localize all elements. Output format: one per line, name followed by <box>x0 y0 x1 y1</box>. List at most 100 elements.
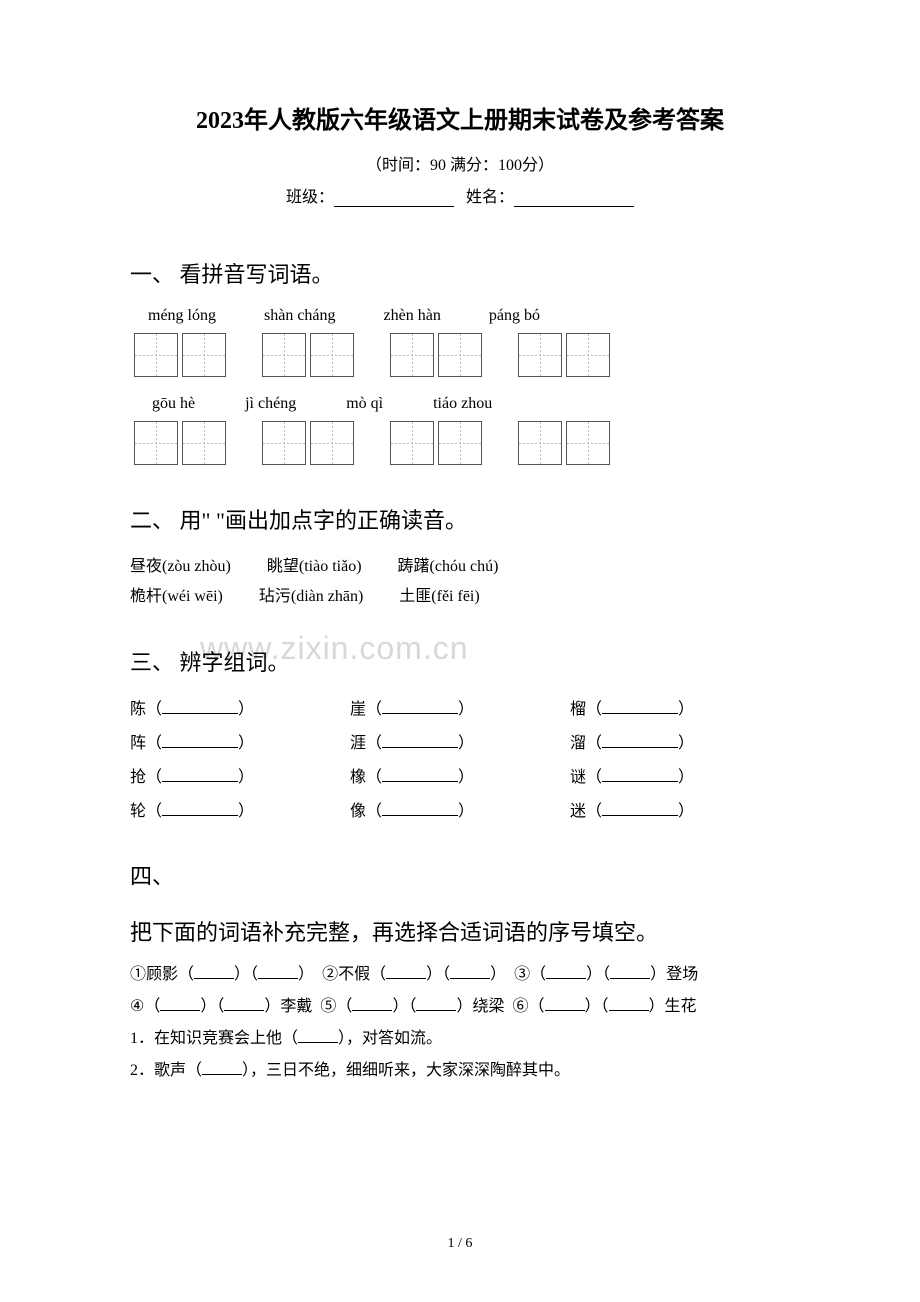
phonetic-item: 眺望(tiào tiǎo) <box>267 553 362 581</box>
idiom-part: ②不假 <box>322 966 370 983</box>
section2-line-2: 桅杆(wéi wēi) 玷污(diàn zhān) 土匪(fěi fēi) <box>130 583 790 611</box>
char-label: 崖 <box>350 695 366 719</box>
page-number: 1 / 6 <box>448 1236 473 1251</box>
page-footer: 1 / 6 <box>0 1234 920 1252</box>
char-label: 阵 <box>130 729 146 753</box>
fill-blank <box>162 768 238 782</box>
q-tail: ，三日不绝，细细听来，大家深深陶醉其中。 <box>250 1062 570 1079</box>
idiom-tail: 生花 <box>665 998 697 1015</box>
class-label: 班级： <box>286 189 334 206</box>
fill-blank <box>162 700 238 714</box>
fill-blank <box>382 734 458 748</box>
time-score: （时间：90 满分：100分） <box>130 151 790 175</box>
fill-blank <box>450 965 490 979</box>
char-box <box>438 333 482 377</box>
idiom-part: ④ <box>130 998 144 1015</box>
fill-blank <box>162 802 238 816</box>
fill-blank <box>162 734 238 748</box>
fill-blank <box>416 997 456 1011</box>
fill-blank <box>545 997 585 1011</box>
word-cell: 榴（） <box>570 695 790 719</box>
fill-blank <box>546 965 586 979</box>
char-box-group <box>390 333 482 377</box>
question-2: 2．歌声（），三日不绝，细细听来，大家深深陶醉其中。 <box>130 1055 790 1087</box>
char-box <box>182 333 226 377</box>
char-label: 抢 <box>130 763 146 787</box>
char-grid-row-1 <box>130 333 790 377</box>
section3-grid: 陈（） 崖（） 榴（） 阵（） 涯（） 溜（） 抢（） 橡（） 谜（） 轮（） … <box>130 695 790 831</box>
fill-blank <box>602 700 678 714</box>
char-box <box>262 421 306 465</box>
fill-blank <box>382 700 458 714</box>
idiom-line-1: ①顾影（）（） ②不假（）（） ③（）（）登场 <box>130 959 790 991</box>
char-label: 陈 <box>130 695 146 719</box>
char-label: 迷 <box>570 797 586 821</box>
char-box <box>518 421 562 465</box>
fill-blank <box>609 997 649 1011</box>
section2-line-1: 昼夜(zòu zhòu) 眺望(tiào tiǎo) 踌躇(chóu chú) <box>130 553 790 581</box>
char-label: 轮 <box>130 797 146 821</box>
fill-blank <box>602 768 678 782</box>
char-label: 像 <box>350 797 366 821</box>
char-label: 溜 <box>570 729 586 753</box>
name-blank <box>514 191 634 207</box>
phonetic-item: 玷污(diàn zhān) <box>259 583 363 611</box>
section4-subheading: 把下面的词语补充完整，再选择合适词语的序号填空。 <box>130 915 790 947</box>
char-grid-row-2 <box>130 421 790 465</box>
phonetic-item: 踌躇(chóu chú) <box>398 553 499 581</box>
fill-blank <box>202 1061 242 1075</box>
phonetic-item: 土匪(fěi fēi) <box>399 583 479 611</box>
q-tail: ，对答如流。 <box>346 1030 442 1047</box>
pinyin-label: méng lóng <box>148 307 216 325</box>
pinyin-label: jì chéng <box>245 395 296 413</box>
char-box-group <box>134 421 226 465</box>
fill-blank <box>602 734 678 748</box>
word-cell: 迷（） <box>570 797 790 821</box>
char-box-group <box>262 333 354 377</box>
fill-blank <box>602 802 678 816</box>
fill-blank <box>386 965 426 979</box>
class-blank <box>334 191 454 207</box>
idiom-tail: 绕梁 <box>472 998 504 1015</box>
section4-heading: 四、 <box>130 859 790 891</box>
question-1: 1．在知识竞赛会上他（），对答如流。 <box>130 1023 790 1055</box>
idiom-tail: 登场 <box>666 966 698 983</box>
char-box-group <box>262 421 354 465</box>
student-info-row: 班级： 姓名： <box>130 183 790 207</box>
pinyin-row-2: gōu hè jì chéng mò qì tiáo zhou <box>130 395 790 413</box>
char-box <box>566 421 610 465</box>
section2-heading: 二、 用" "画出加点字的正确读音。 <box>130 503 790 535</box>
fill-blank <box>224 997 264 1011</box>
section1-heading: 一、 看拼音写词语。 <box>130 257 790 289</box>
word-cell: 抢（） <box>130 763 350 787</box>
idiom-part: ⑤ <box>320 998 336 1015</box>
phonetic-item: 桅杆(wéi wēi) <box>130 583 223 611</box>
q-text: 1．在知识竞赛会上他 <box>130 1030 282 1047</box>
pinyin-label: tiáo zhou <box>433 395 492 413</box>
char-box <box>310 333 354 377</box>
word-cell: 溜（） <box>570 729 790 753</box>
fill-blank <box>160 997 200 1011</box>
char-box <box>262 333 306 377</box>
idiom-tail: 李戴 <box>280 998 312 1015</box>
pinyin-label: mò qì <box>346 395 383 413</box>
char-box <box>390 421 434 465</box>
fill-blank <box>352 997 392 1011</box>
char-label: 谜 <box>570 763 586 787</box>
fill-blank <box>382 802 458 816</box>
pinyin-label: zhèn hàn <box>384 307 441 325</box>
fill-blank <box>610 965 650 979</box>
q-text: 2．歌声 <box>130 1062 186 1079</box>
char-box <box>134 421 178 465</box>
char-box <box>390 333 434 377</box>
char-box-group <box>134 333 226 377</box>
phonetic-item: 昼夜(zòu zhòu) <box>130 553 231 581</box>
char-box <box>134 333 178 377</box>
char-box <box>310 421 354 465</box>
word-cell: 像（） <box>350 797 570 821</box>
char-label: 涯 <box>350 729 366 753</box>
word-cell: 橡（） <box>350 763 570 787</box>
fill-blank <box>298 1029 338 1043</box>
char-box-group <box>518 333 610 377</box>
fill-blank <box>258 965 298 979</box>
